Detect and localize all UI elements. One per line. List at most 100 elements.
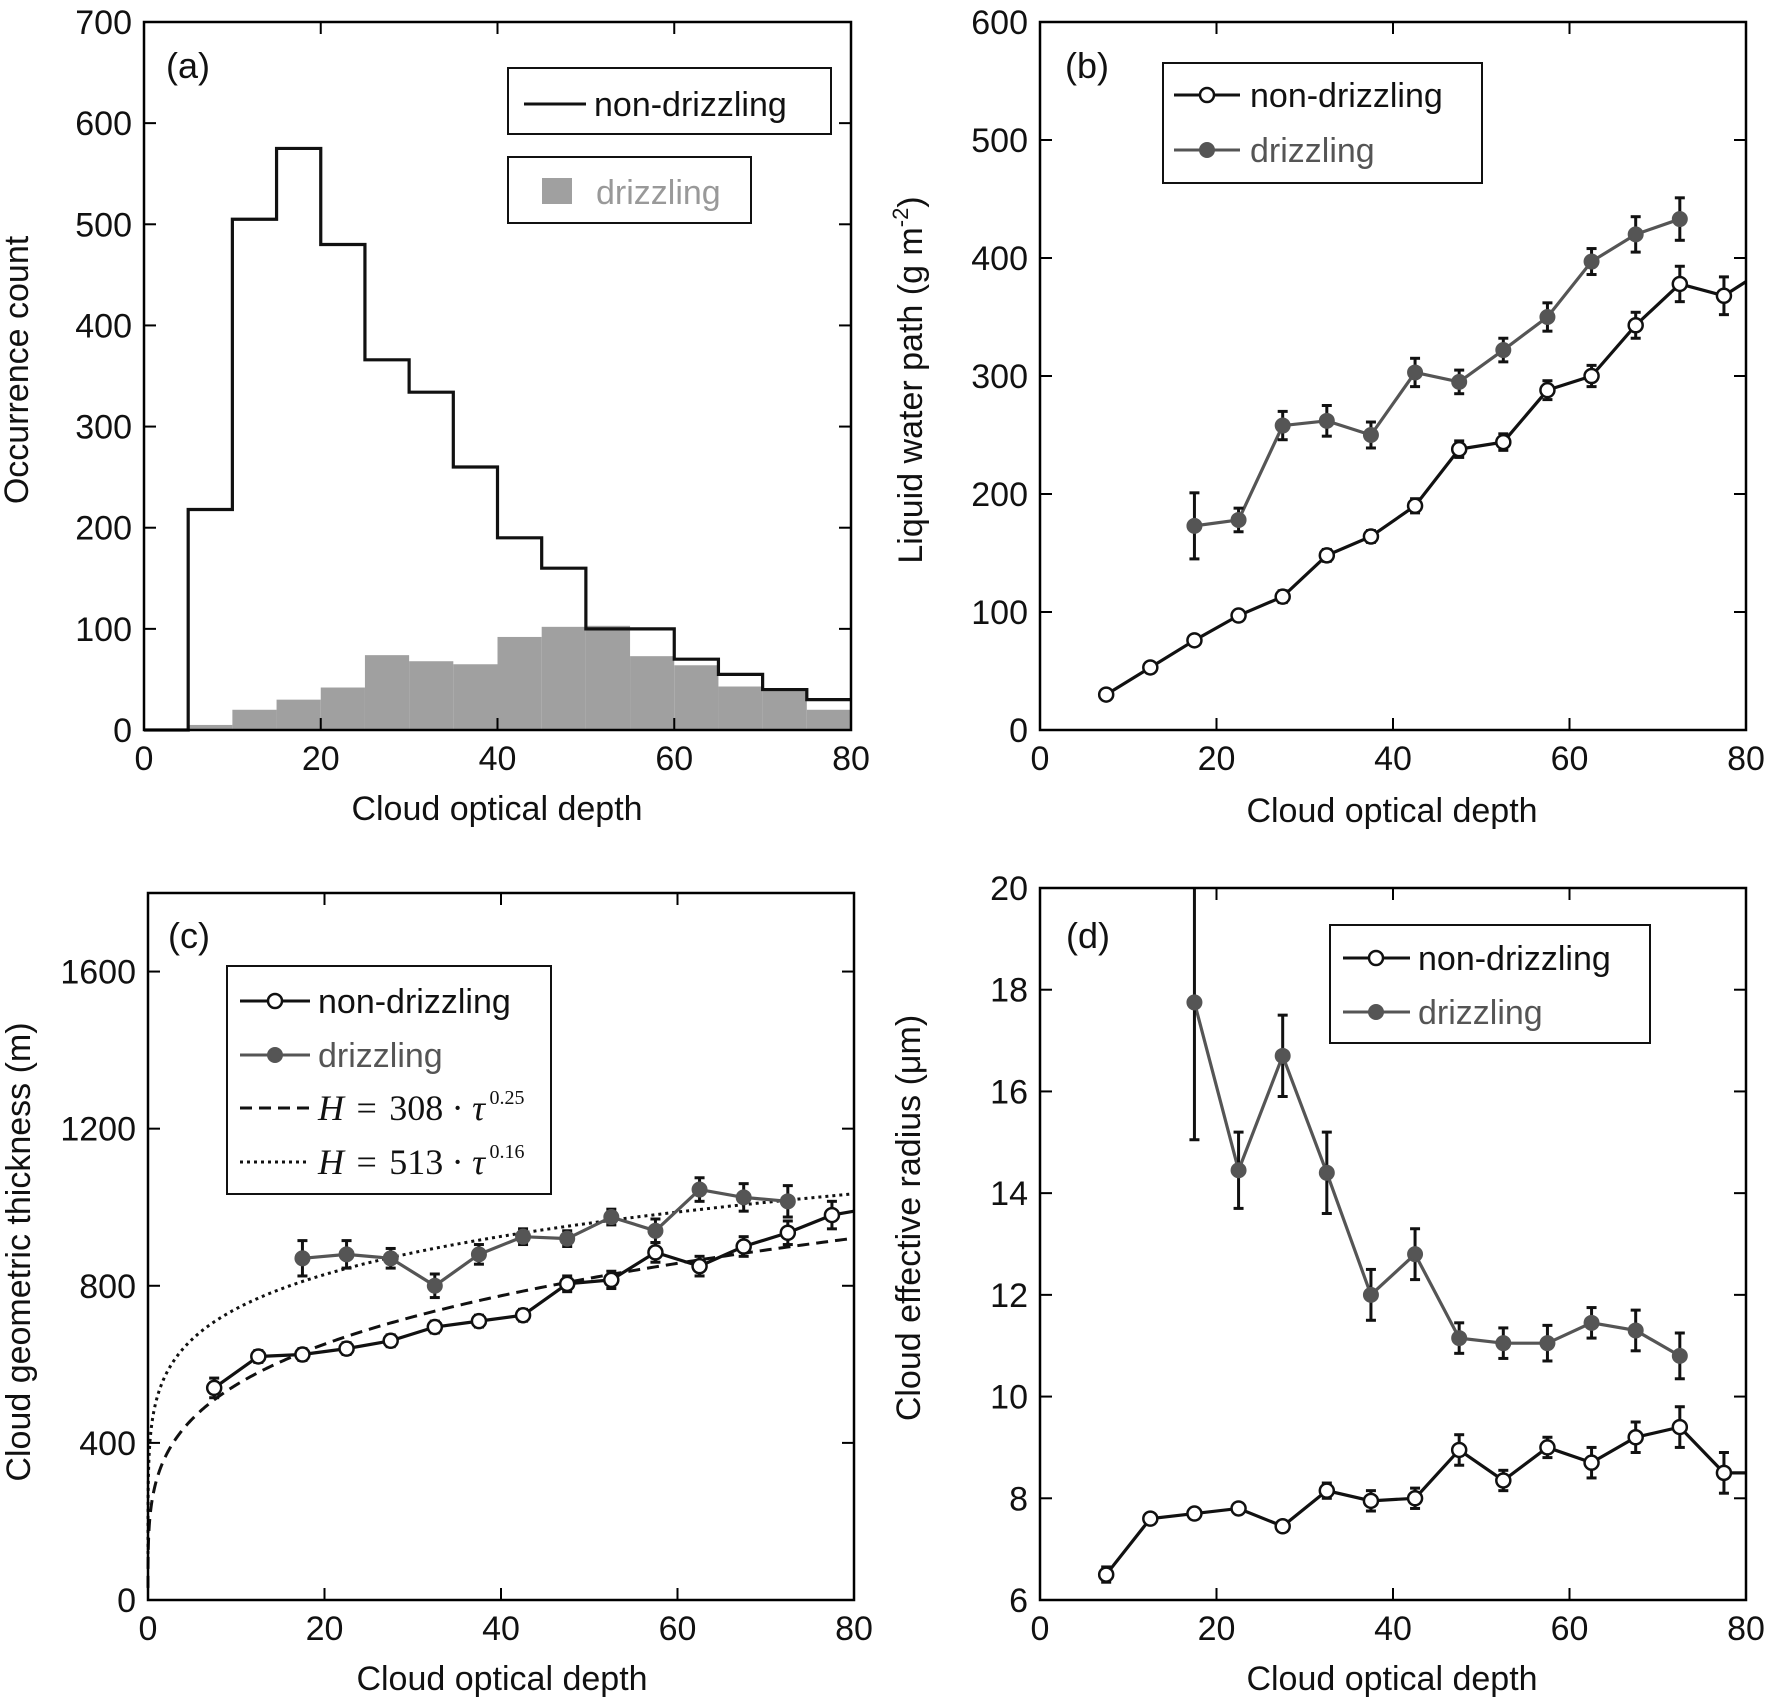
- panel-d-x-axis-title: Cloud optical depth: [1246, 1660, 1537, 1697]
- panel-d-marker-non-drizzling: [1274, 1518, 1291, 1535]
- panel-c-legend-marker-non-drizzling: [266, 992, 284, 1010]
- panel-d-marker-non-drizzling: [1362, 1492, 1380, 1510]
- panel-d-y-tick-label: 18: [990, 972, 1028, 1010]
- panel-c-legend: non-drizzling drizzling H = 308 · τ 0.25…: [226, 965, 552, 1195]
- panel-a-legend-label-drizzling: drizzling: [596, 174, 721, 212]
- panel-c-label: (c): [168, 915, 210, 956]
- panel-a-legend: non-drizzling drizzling: [507, 67, 832, 224]
- panel-b-x-tick-label: 80: [1727, 740, 1765, 778]
- panel-c-marker-non-drizzling: [338, 1340, 355, 1357]
- panel-b-legend-marker-drizzling: [1199, 142, 1215, 158]
- panel-b-marker-drizzling: [1495, 342, 1512, 359]
- panel-b-marker-drizzling: [1407, 364, 1424, 381]
- panel-a-x-tick-label: 80: [832, 740, 870, 778]
- panel-b-legend: non-drizzling drizzling: [1162, 62, 1483, 184]
- panel-b-marker-non-drizzling: [1627, 317, 1644, 334]
- panel-c-marker-drizzling: [691, 1181, 708, 1198]
- panel-d-x-tick-label: 40: [1374, 1610, 1412, 1648]
- panel-b-legend-label-non-drizzling: non-drizzling: [1250, 77, 1443, 115]
- panel-b-y-tick-label: 0: [1009, 712, 1028, 750]
- panel-d-marker-drizzling: [1627, 1322, 1644, 1339]
- panel-c-legend-marker-drizzling: [267, 1047, 283, 1063]
- panel-c-legend-label-fit-308: H = 308 · τ 0.25: [317, 1087, 524, 1128]
- panel-b-marker-drizzling: [1274, 417, 1291, 434]
- panel-c-x-axis-title: Cloud optical depth: [356, 1660, 647, 1697]
- panel-d-x-tick-label: 0: [1031, 1610, 1050, 1648]
- panel-a-plot-area: 0 20 40 60 80 0 100 200 300 400 500 600 700: [75, 4, 870, 778]
- panel-b-marker-drizzling: [1318, 412, 1335, 429]
- panel-a-y-tick-label: 300: [75, 409, 132, 447]
- panel-d-marker-non-drizzling: [1318, 1482, 1336, 1499]
- panel-a-y-tick-label: 100: [75, 611, 132, 649]
- panel-b-legend-box: [1162, 62, 1483, 184]
- panel-c-y-tick-label: 1200: [60, 1111, 136, 1149]
- panel-a-bar-drizzling: [188, 724, 233, 730]
- panel-b-y-tick-label: 600: [971, 4, 1028, 42]
- panel-a-histogram: 0 20 40 60 80 0 100 200 300 400 500 600 700 (a) Clou…: [0, 4, 870, 828]
- panel-d-series-line-drizzling: [1192, 1002, 1681, 1358]
- panel-d-y-tick-label: 20: [990, 870, 1028, 908]
- panel-c-marker-non-drizzling: [823, 1206, 841, 1224]
- panel-c-marker-non-drizzling: [426, 1318, 444, 1336]
- panel-d-x-tick-label: 20: [1198, 1610, 1236, 1648]
- panel-c-fit-curve-308: [146, 1236, 855, 1588]
- panel-b-x-tick-label: 0: [1031, 740, 1050, 778]
- panel-b-marker-drizzling: [1583, 253, 1600, 270]
- panel-d-y-tick-label: 8: [1009, 1480, 1028, 1518]
- panel-a-label: (a): [166, 45, 210, 86]
- panel-c-marker-non-drizzling: [382, 1332, 399, 1350]
- panel-c-legend-label-fit-513: H = 513 · τ 0.16: [317, 1141, 524, 1182]
- panel-c-x-tick-label: 20: [306, 1610, 344, 1648]
- panel-c-y-tick-label: 400: [79, 1425, 136, 1463]
- panel-d-y-tick-label: 14: [990, 1175, 1028, 1213]
- panel-b-y-tick-label: 400: [971, 240, 1028, 278]
- panel-c-y-tick-label: 1600: [60, 954, 136, 992]
- panel-b-series-line-drizzling: [1194, 217, 1681, 528]
- panel-c-marker-non-drizzling: [603, 1271, 620, 1289]
- panel-a-x-tick-label: 40: [479, 740, 517, 778]
- panel-a-bar-drizzling: [409, 661, 454, 730]
- panel-c-marker-drizzling: [647, 1222, 664, 1239]
- panel-d-legend-label-drizzling: drizzling: [1418, 994, 1543, 1032]
- panel-a-step-non-drizzling: [144, 146, 851, 732]
- panel-d-marker-non-drizzling: [1495, 1472, 1512, 1489]
- panel-c-marker-drizzling: [338, 1246, 355, 1263]
- panel-a-bar-drizzling: [762, 689, 807, 730]
- panel-d-series-line-non-drizzling: [1104, 1425, 1746, 1576]
- panel-d-y-tick-label: 6: [1009, 1582, 1028, 1620]
- panel-c-marker-non-drizzling: [470, 1312, 488, 1330]
- panel-d-marker-drizzling: [1495, 1335, 1512, 1352]
- panel-c-marker-non-drizzling: [779, 1224, 797, 1242]
- panel-a-y-tick-label: 600: [75, 105, 132, 143]
- panel-d-marker-drizzling: [1362, 1286, 1379, 1303]
- panel-d-marker-drizzling: [1274, 1047, 1291, 1064]
- panel-b-x-tick-label: 20: [1198, 740, 1236, 778]
- panel-b-marker-non-drizzling: [1715, 287, 1733, 305]
- panel-c-legend-box: [226, 965, 552, 1195]
- panel-d-x-tick-label: 80: [1727, 1610, 1765, 1648]
- panel-a-bar-drizzling: [453, 664, 498, 730]
- panel-c-series-line-non-drizzling: [213, 1209, 855, 1390]
- panel-a-y-tick-label: 200: [75, 510, 132, 548]
- panel-a-y-tick-label: 500: [75, 206, 132, 244]
- panel-d-marker-non-drizzling: [1186, 1505, 1203, 1522]
- panel-c-y-tick-label: 0: [117, 1582, 136, 1620]
- panel-b-marker-non-drizzling: [1539, 381, 1556, 399]
- panel-b-marker-drizzling: [1186, 517, 1203, 534]
- panel-c-marker-drizzling: [470, 1246, 487, 1263]
- panel-b-marker-drizzling: [1539, 309, 1556, 325]
- panel-b-y-tick-label: 200: [971, 476, 1028, 514]
- panel-a-x-tick-label: 0: [135, 740, 154, 778]
- panel-a-bar-drizzling: [630, 656, 675, 730]
- panel-b-y-axis-superscript: -2: [888, 208, 913, 228]
- panel-a-x-axis-title: Cloud optical depth: [351, 790, 642, 828]
- panel-a-bar-drizzling: [320, 687, 365, 730]
- panel-d-legend-marker-drizzling: [1368, 1004, 1384, 1020]
- panel-c-marker-non-drizzling: [647, 1244, 664, 1261]
- panel-b-y-tick-label: 300: [971, 358, 1028, 396]
- panel-b-marker-non-drizzling: [1186, 632, 1203, 649]
- panel-d-marker-non-drizzling: [1583, 1454, 1600, 1471]
- panel-c-x-tick-label: 0: [139, 1610, 158, 1648]
- panel-c-y-tick-label: 800: [79, 1268, 136, 1306]
- panel-b-marker-non-drizzling: [1142, 659, 1159, 676]
